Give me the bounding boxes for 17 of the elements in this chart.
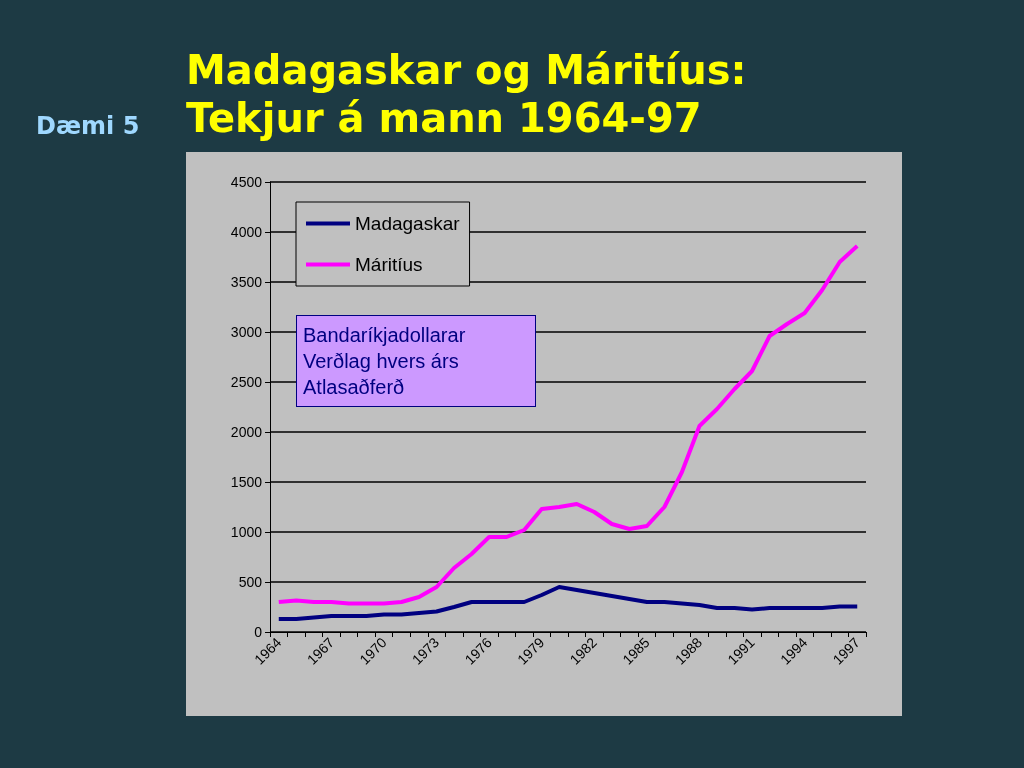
y-tick-label: 4500 (230, 174, 263, 190)
y-tick-label: 0 (254, 624, 263, 640)
chart-title: Madagaskar og Máritíus: Tekjur á mann 1964-97 (186, 46, 747, 142)
line-series (276, 585, 860, 621)
legend-label: Madagaskar (355, 213, 461, 234)
y-tick-label: 1000 (230, 524, 263, 540)
line-series (276, 244, 860, 606)
y-tick-label: 2000 (230, 424, 263, 440)
y-tick-label: 3000 (230, 324, 263, 340)
y-tick-label: 1500 (230, 474, 263, 490)
note-box: Bandaríkjadollarar Verðlag hvers árs Atlasaðferð (296, 315, 536, 407)
y-tick-label: 3500 (230, 274, 263, 290)
y-tick-label: 2500 (230, 374, 263, 390)
y-tick-label: 4000 (230, 224, 263, 240)
y-tick-label: 500 (238, 574, 263, 590)
legend-label: Máritíus (355, 254, 423, 275)
chart-subtitle: Dæmi 5 (36, 112, 140, 140)
